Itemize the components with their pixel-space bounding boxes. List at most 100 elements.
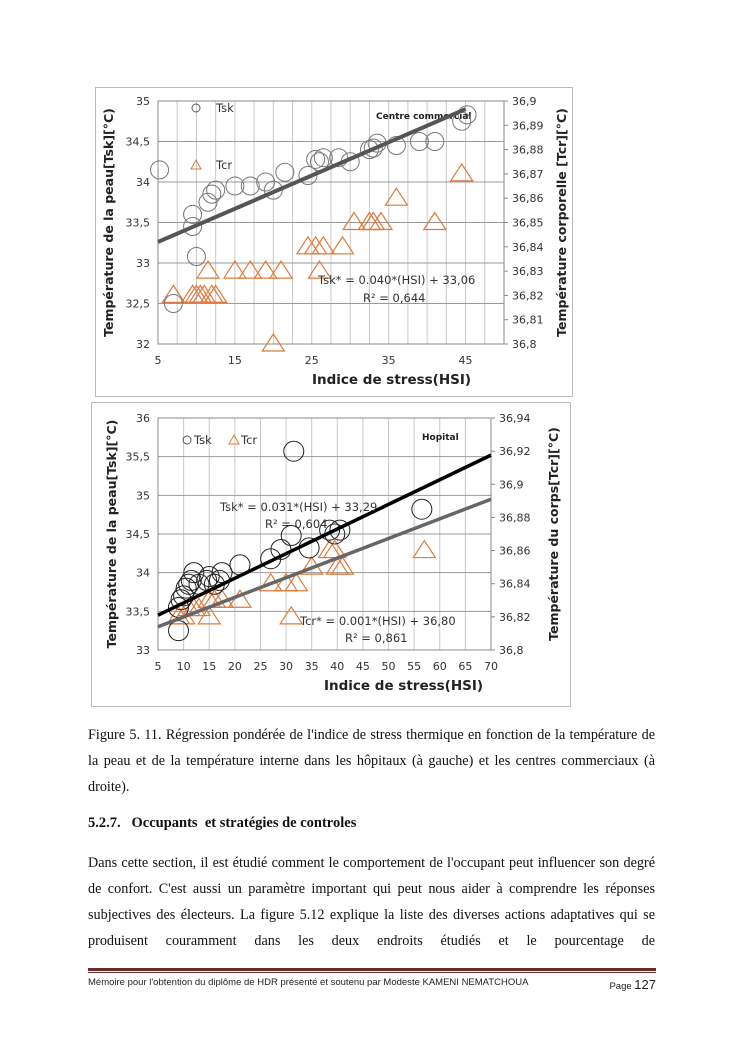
tcr-point — [203, 284, 228, 303]
tsk-point — [298, 166, 318, 186]
tsk-point — [206, 180, 226, 200]
y-tick-label: 35 — [136, 489, 150, 502]
page-number: 127 — [634, 977, 656, 992]
x-tick-label: 45 — [459, 354, 473, 367]
tcr-point — [412, 539, 437, 559]
page-number-label: Page 127 — [609, 977, 656, 992]
y-tick-label: 34,5 — [126, 528, 151, 541]
footer-text: Mémoire pour l'obtention du diplôme de H… — [88, 977, 529, 988]
tsk-point — [198, 192, 218, 212]
y2-tick-label: 36,81 — [512, 314, 544, 327]
tsk-point — [313, 148, 333, 168]
tcr-point — [180, 284, 205, 303]
tsk-point — [150, 160, 170, 180]
tcr-point — [284, 572, 309, 592]
y-tick-label: 33 — [136, 257, 150, 270]
tcr-point — [341, 211, 367, 231]
y2-tick-label: 36,94 — [499, 412, 531, 425]
tsk-point — [283, 440, 305, 462]
tsk-point — [457, 105, 477, 125]
regression-equation: R² = 0,644 — [363, 291, 425, 305]
x-tick-label: 45 — [356, 660, 370, 673]
tcr-point — [368, 211, 394, 231]
tcr-point — [161, 284, 186, 303]
x-tick-label: 25 — [253, 660, 267, 673]
tsk-point — [359, 140, 379, 160]
figure-caption: Figure 5. 11. Régression pondérée de l'i… — [88, 727, 655, 795]
plot-area — [157, 417, 492, 651]
tcr-point — [222, 259, 247, 279]
legend-label: Tsk — [193, 433, 212, 447]
x-tick-label: 30 — [279, 660, 293, 673]
y-tick-label: 33,5 — [126, 217, 151, 230]
tsk-point — [329, 519, 351, 541]
y-tick-label: 33 — [136, 644, 150, 657]
tsk-point — [183, 217, 203, 237]
regression-equation: R² = 0,861 — [345, 631, 407, 645]
tsk-point — [186, 247, 206, 267]
tcr-point — [384, 187, 409, 206]
tcr-point — [253, 259, 278, 279]
y-axis-label: Température de la peau[Tsk][°C) — [101, 108, 116, 337]
tsk-point — [363, 138, 383, 158]
tsk-point — [173, 585, 195, 607]
y2-axis-label: Température du corps[Tcr][°C) — [546, 427, 561, 641]
tsk-point — [409, 132, 429, 151]
tsk-point — [319, 519, 341, 541]
tcr-point — [279, 605, 304, 625]
tcr-point — [307, 259, 332, 279]
tcr-point — [361, 211, 386, 231]
legend-triangle-icon — [228, 433, 240, 445]
y2-tick-label: 36,86 — [499, 545, 531, 558]
trendline — [157, 107, 467, 244]
tcr-point — [188, 284, 213, 303]
plot-area — [157, 100, 505, 345]
regression-equation: Tsk* = 0.040*(HSI) + 33,06 — [317, 273, 475, 287]
y-tick-label: 35 — [136, 95, 150, 108]
y-axis-label: Température de la peau[Tsk][°C) — [104, 420, 119, 649]
x-tick-label: 10 — [177, 660, 191, 673]
y2-tick-label: 36,84 — [512, 241, 544, 254]
tsk-point — [202, 184, 222, 204]
tsk-point — [163, 294, 183, 313]
y2-tick-label: 36,89 — [512, 119, 544, 132]
tcr-point — [195, 259, 221, 279]
chart-annotation: Hopital — [422, 433, 459, 443]
tcr-point — [422, 211, 447, 231]
tcr-point — [268, 259, 294, 279]
tcr-point — [238, 259, 263, 279]
regression-equation: Tcr* = 0.001*(HSI) + 36,80 — [299, 614, 456, 628]
y2-tick-label: 36,84 — [499, 578, 531, 591]
x-tick-label: 5 — [155, 354, 162, 367]
x-tick-label: 55 — [407, 660, 421, 673]
y2-tick-label: 36,86 — [512, 192, 544, 205]
footer-rule-thin — [88, 972, 656, 973]
tsk-point — [240, 176, 260, 196]
x-axis-label: Indice de stress(HSI) — [312, 372, 471, 388]
trendline — [157, 453, 492, 617]
x-tick-label: 20 — [228, 660, 242, 673]
legend-label: Tcr — [215, 158, 232, 172]
y-tick-label: 33,5 — [126, 605, 151, 618]
regression-equation: R² = 0,604 — [265, 517, 327, 531]
y-tick-label: 34 — [136, 567, 150, 580]
x-tick-label: 15 — [202, 660, 216, 673]
tsk-point — [175, 577, 197, 599]
tsk-point — [178, 573, 200, 595]
y-tick-label: 32,5 — [126, 298, 151, 311]
trendline — [157, 497, 492, 629]
legend-label: Tcr — [240, 433, 257, 447]
tsk-point — [280, 525, 302, 547]
y2-tick-label: 36,88 — [499, 511, 531, 524]
legend-triangle-icon — [190, 158, 202, 170]
tsk-point — [411, 498, 433, 520]
page-footer: Mémoire pour l'obtention du diplôme de H… — [88, 977, 656, 992]
y-tick-label: 34 — [136, 176, 150, 189]
chart-centre-commercial: 32 32,5 33 33,5 34 34,5 35 36,8 36,81 36,82 36,83 3… — [95, 87, 573, 397]
tcr-point — [311, 235, 336, 255]
section-heading: 5.2.7. Occupants et stratégies de contro… — [88, 815, 357, 831]
legend-circle-icon — [182, 435, 192, 445]
tcr-point — [330, 235, 355, 255]
y2-tick-label: 36,9 — [499, 478, 524, 491]
